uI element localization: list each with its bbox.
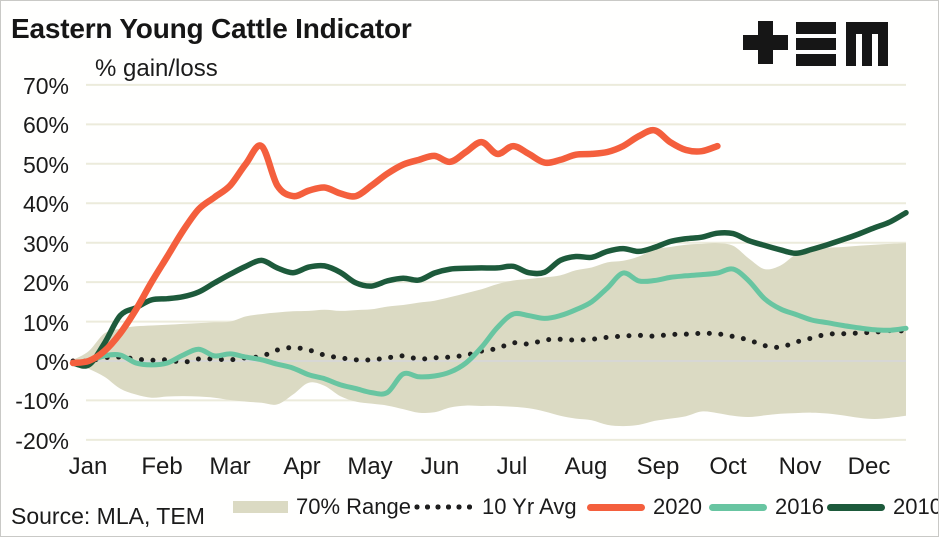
line-swatch-2020 <box>587 503 645 511</box>
line-swatch-2016 <box>709 503 767 511</box>
legend-item-2010: 2010 <box>827 494 939 520</box>
legend-item-2016: 2016 <box>709 494 824 520</box>
legend-label: 10 Yr Avg <box>482 494 577 519</box>
tem-logo-glyphs <box>743 21 888 66</box>
legend-label: 2020 <box>653 494 702 519</box>
y-axis-title: % gain/loss <box>95 55 218 82</box>
band-swatch <box>233 501 288 513</box>
legend-label: 70% Range <box>296 494 411 519</box>
page-title: Eastern Young Cattle Indicator <box>11 13 412 44</box>
legend: 70% Range 10 Yr Avg 2020 2016 2010 <box>1 494 939 520</box>
legend-item-2020: 2020 <box>587 494 702 520</box>
legend-label: 2010 <box>893 494 939 519</box>
dotted-line-swatch <box>414 504 474 510</box>
line-swatch-2010 <box>827 503 885 511</box>
legend-item-70-range: 70% Range <box>233 494 411 520</box>
source-note: Source: MLA, TEM <box>11 503 205 529</box>
tem-logo <box>741 19 911 69</box>
legend-label: 2016 <box>775 494 824 519</box>
legend-item-10yr-avg: 10 Yr Avg <box>414 494 577 520</box>
